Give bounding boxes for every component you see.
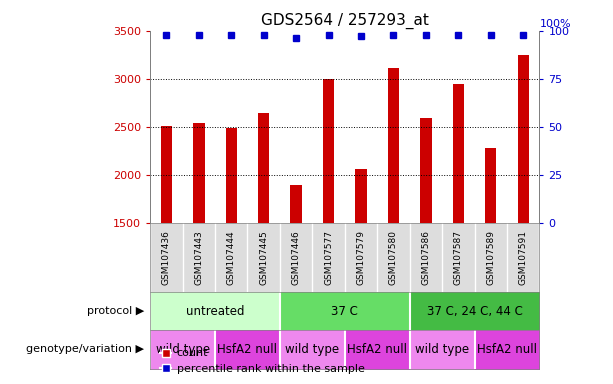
Text: GSM107443: GSM107443 [194,230,204,285]
Bar [291,185,302,223]
Text: GSM107586: GSM107586 [421,230,430,285]
Text: GSM107591: GSM107591 [519,230,528,285]
Title: GDS2564 / 257293_at: GDS2564 / 257293_at [261,13,428,29]
Text: protocol ▶: protocol ▶ [87,306,144,316]
Text: GSM107589: GSM107589 [486,230,495,285]
Text: GSM107444: GSM107444 [227,230,236,285]
Legend: count, percentile rank within the sample: count, percentile rank within the sample [156,344,369,379]
Bar [323,79,334,223]
Text: 37 C, 24 C, 44 C: 37 C, 24 C, 44 C [427,305,522,318]
Text: wild type: wild type [285,343,340,356]
Text: untreated: untreated [186,305,245,318]
Bar [421,118,432,223]
Text: genotype/variation ▶: genotype/variation ▶ [26,344,144,354]
Text: GSM107580: GSM107580 [389,230,398,285]
Text: GSM107579: GSM107579 [357,230,365,285]
Bar [356,169,367,223]
Text: 100%: 100% [539,19,571,29]
Text: HsfA2 null: HsfA2 null [477,343,537,356]
Bar [161,126,172,223]
Text: GSM107436: GSM107436 [162,230,171,285]
Bar [517,55,529,223]
Bar [258,113,269,223]
Text: HsfA2 null: HsfA2 null [347,343,407,356]
Bar [226,127,237,223]
Text: 37 C: 37 C [332,305,358,318]
Text: HsfA2 null: HsfA2 null [218,343,278,356]
Text: GSM107445: GSM107445 [259,230,268,285]
Text: wild type: wild type [156,343,210,356]
Text: wild type: wild type [415,343,469,356]
Bar [388,68,399,223]
Text: GSM107577: GSM107577 [324,230,333,285]
Text: GSM107587: GSM107587 [454,230,463,285]
Bar [485,148,497,223]
Text: GSM107446: GSM107446 [292,230,300,285]
Bar [452,84,464,223]
Bar [193,123,205,223]
